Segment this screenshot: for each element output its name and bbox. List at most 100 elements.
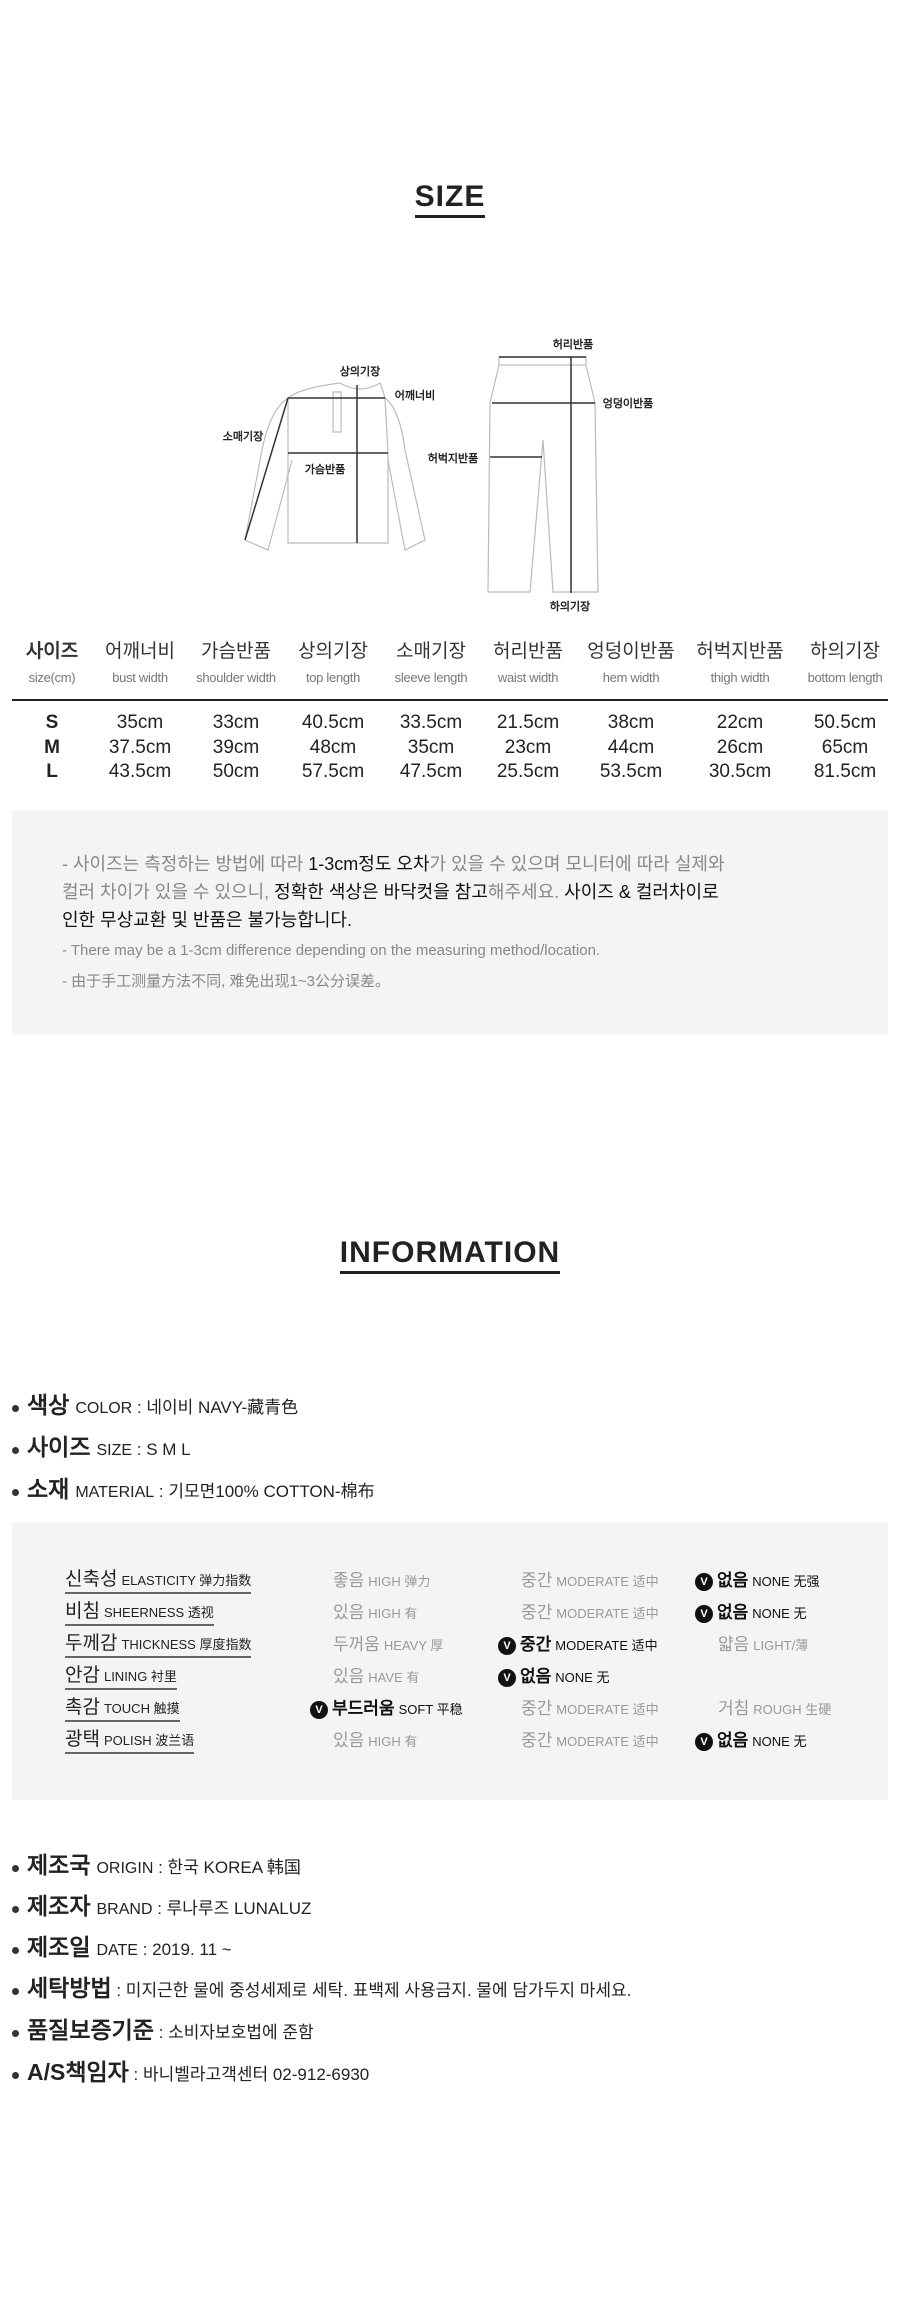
label-thigh: 허벅지반품 bbox=[427, 453, 479, 465]
info-item: 소재 MATERIAL : 기모면100% COTTON-棉布 bbox=[12, 1475, 375, 1507]
table-cell: 65cm bbox=[821, 737, 869, 758]
spec-option: V 없음 NONE 无强 bbox=[695, 1570, 819, 1593]
info-label-en: SIZE bbox=[96, 1442, 133, 1459]
detail-label: A/S책임자 bbox=[27, 2059, 129, 2085]
spec-option: 중간 MODERATE 适中 bbox=[521, 1603, 659, 1622]
table-header: 소매기장 sleeve length bbox=[395, 641, 468, 686]
bullet-icon bbox=[12, 2030, 19, 2038]
label-sleeve: 소매기장 bbox=[222, 431, 264, 443]
bullet-icon bbox=[12, 1405, 19, 1413]
bullet-icon bbox=[12, 1906, 19, 1914]
table-header: 엉덩이반품 hem width bbox=[587, 641, 674, 686]
label-hip: 엉덩이반품 bbox=[602, 398, 654, 410]
size-label: M bbox=[44, 737, 60, 758]
table-header: 하의기장 bottom length bbox=[808, 641, 883, 686]
spec-label: 광택 POLISH 波兰语 bbox=[65, 1728, 195, 1754]
size-label: S bbox=[45, 712, 59, 733]
size-title: SIZE bbox=[0, 180, 900, 218]
header-english: bottom length bbox=[807, 670, 883, 685]
spec-label-text: 안감 LINING 衬里 bbox=[65, 1665, 177, 1690]
notice-english: - There may be a 1-3cm difference depend… bbox=[62, 942, 601, 959]
detail-item: 제조국 ORIGIN : 한국 KOREA 韩国 bbox=[12, 1851, 301, 1883]
header-english: waist width bbox=[497, 670, 559, 685]
check-icon: V bbox=[498, 1636, 516, 1655]
spec-option: 있음 HAVE 有 bbox=[333, 1667, 420, 1686]
header-korean: 허리반품 bbox=[493, 641, 563, 662]
detail-item: A/S책임자 : 바니벨라고객센터 02-912-6930 bbox=[12, 2058, 369, 2090]
table-cell: 50.5cm bbox=[813, 712, 877, 733]
check-icon: V bbox=[695, 1572, 713, 1591]
header-english: hem width bbox=[602, 670, 660, 685]
detail-item: 제조일 DATE : 2019. 11 ~ bbox=[12, 1933, 232, 1965]
spec-option: V 없음 NONE 无 bbox=[695, 1730, 806, 1753]
label-bottom-length: 하의기장 bbox=[549, 601, 591, 613]
info-label-en: COLOR bbox=[75, 1400, 133, 1417]
bullet-icon bbox=[12, 1947, 19, 1955]
detail-value: : 루나루즈 LUNALUZ bbox=[152, 1899, 312, 1918]
table-cell: 30.5cm bbox=[708, 761, 772, 782]
detail-item: 제조자 BRAND : 루나루즈 LUNALUZ bbox=[12, 1892, 311, 1924]
spec-option: 중간 MODERATE 适中 bbox=[521, 1731, 659, 1750]
table-cell: 33cm bbox=[212, 712, 260, 733]
spec-option: 좋음 HIGH 弹力 bbox=[333, 1571, 431, 1590]
spec-option: 있음 HIGH 有 bbox=[333, 1731, 418, 1750]
spec-label: 안감 LINING 衬里 bbox=[65, 1664, 177, 1690]
detail-label: 제조국 bbox=[27, 1852, 91, 1878]
table-cell: 22cm bbox=[716, 712, 764, 733]
table-header: 허벅지반품 thigh width bbox=[696, 641, 783, 686]
detail-value: : 미지근한 물에 중성세제로 세탁. 표백제 사용금지. 물에 담가두지 마세… bbox=[111, 1981, 632, 2000]
detail-value: : 소비자보호법에 준함 bbox=[153, 2023, 314, 2042]
measure-lines bbox=[244, 356, 595, 593]
header-korean: 허벅지반품 bbox=[696, 641, 784, 662]
header-english: top length bbox=[305, 670, 361, 685]
detail-value: : 2019. 11 ~ bbox=[137, 1940, 232, 1959]
notice-line-1: - 사이즈는 측정하는 방법에 따라 1-3cm정도 오차가 있을 수 있으며 … bbox=[62, 854, 725, 874]
info-item: 색상 COLOR : 네이비 NAVY-藏青色 bbox=[12, 1391, 298, 1423]
spec-label: 비침 SHEERNESS 透视 bbox=[65, 1600, 214, 1626]
header-korean: 상의기장 bbox=[298, 641, 368, 662]
bullet-icon bbox=[12, 1447, 19, 1455]
detail-label-en: ORIGIN bbox=[96, 1860, 154, 1877]
table-header: 허리반품 waist width bbox=[493, 641, 563, 686]
check-icon: V bbox=[695, 1604, 713, 1623]
table-cell: 23cm bbox=[504, 737, 552, 758]
table-cell: 81.5cm bbox=[813, 761, 877, 782]
table-cell: 48cm bbox=[309, 737, 357, 758]
table-header: 어깨너비 bust width bbox=[105, 641, 175, 686]
information-title: INFORMATION bbox=[0, 1236, 900, 1274]
spec-option: 중간 MODERATE 适中 bbox=[521, 1571, 659, 1590]
notice-chinese: - 由于手工测量方法不同, 难免出现1~3公分误差。 bbox=[62, 973, 390, 990]
detail-label-en: DATE bbox=[96, 1942, 138, 1959]
header-english: shoulder width bbox=[196, 670, 276, 685]
label-chest: 가슴반품 bbox=[304, 464, 346, 476]
spec-option: V 중간 MODERATE 适中 bbox=[498, 1634, 658, 1657]
table-header: 사이즈 size(cm) bbox=[26, 641, 78, 686]
header-english: size(cm) bbox=[28, 670, 76, 685]
detail-label: 제조일 bbox=[27, 1934, 91, 1960]
pants-drawing bbox=[487, 356, 599, 593]
spec-option: V 없음 NONE 无 bbox=[695, 1602, 806, 1625]
table-cell: 39cm bbox=[212, 737, 260, 758]
spec-box bbox=[12, 1522, 888, 1800]
header-korean: 엉덩이반품 bbox=[587, 641, 675, 662]
table-cell: 37.5cm bbox=[108, 737, 172, 758]
header-english: sleeve length bbox=[394, 670, 468, 685]
check-icon: V bbox=[310, 1700, 328, 1719]
spec-option: 있음 HIGH 有 bbox=[333, 1603, 418, 1622]
label-waist: 허리반품 bbox=[552, 339, 594, 351]
table-header: 가슴반품 shoulder width bbox=[196, 641, 276, 686]
spec-option: 얇음 LIGHT/薄 bbox=[718, 1635, 809, 1654]
table-cell: 25.5cm bbox=[496, 761, 560, 782]
spec-label-text: 신축성 ELASTICITY 弹力指数 bbox=[65, 1569, 252, 1594]
header-korean: 하의기장 bbox=[810, 641, 880, 662]
info-value: : 네이비 NAVY-藏青色 bbox=[132, 1398, 299, 1417]
info-label: 사이즈 bbox=[27, 1434, 91, 1460]
info-value: : S M L bbox=[132, 1440, 191, 1459]
bullet-icon bbox=[12, 1865, 19, 1873]
spec-option: 거침 ROUGH 生硬 bbox=[718, 1699, 832, 1718]
table-cell: 57.5cm bbox=[301, 761, 365, 782]
table-cell: 33.5cm bbox=[399, 712, 463, 733]
table-cell: 47.5cm bbox=[399, 761, 463, 782]
info-label: 색상 bbox=[27, 1392, 70, 1418]
bullet-icon bbox=[12, 2072, 19, 2080]
